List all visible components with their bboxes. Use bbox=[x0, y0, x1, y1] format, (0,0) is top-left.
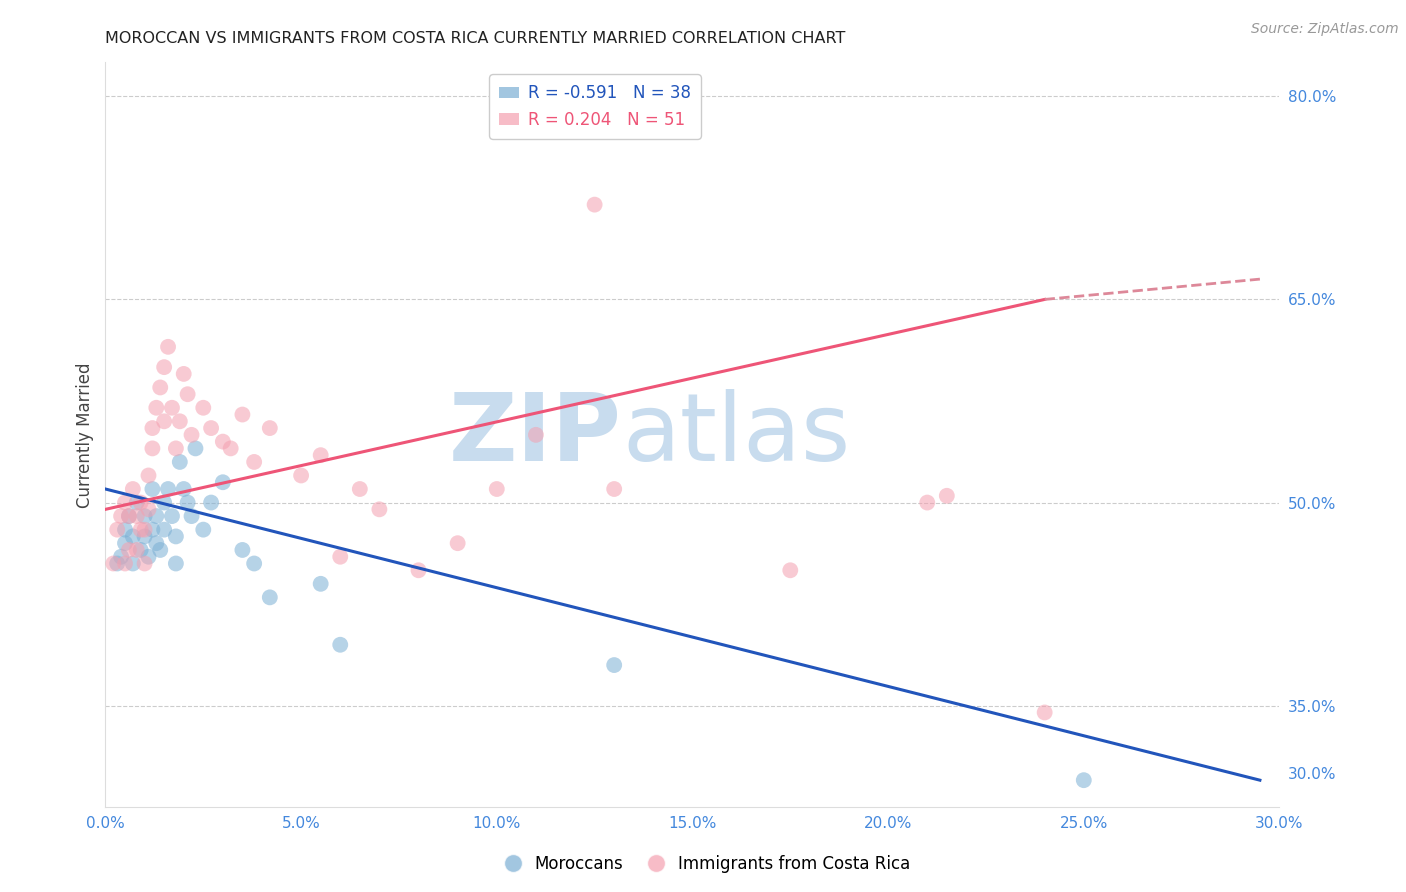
Point bbox=[114, 536, 136, 550]
Point bbox=[141, 482, 163, 496]
Text: atlas: atlas bbox=[621, 389, 851, 481]
Point bbox=[329, 549, 352, 564]
Point bbox=[149, 380, 172, 394]
Point bbox=[200, 495, 222, 509]
Point bbox=[779, 563, 801, 577]
Point bbox=[134, 529, 156, 543]
Point bbox=[176, 495, 198, 509]
Point bbox=[157, 340, 180, 354]
Point bbox=[114, 523, 136, 537]
Legend: Moroccans, Immigrants from Costa Rica: Moroccans, Immigrants from Costa Rica bbox=[489, 848, 917, 880]
Point bbox=[138, 468, 160, 483]
Point bbox=[141, 421, 163, 435]
Point bbox=[118, 509, 141, 524]
Point bbox=[211, 475, 233, 490]
Point bbox=[121, 557, 143, 571]
Point bbox=[935, 489, 957, 503]
Point bbox=[349, 482, 371, 496]
Point bbox=[165, 557, 187, 571]
Point bbox=[157, 482, 180, 496]
Point bbox=[180, 427, 202, 442]
Point bbox=[259, 421, 281, 435]
Point bbox=[309, 577, 332, 591]
Point bbox=[134, 509, 156, 524]
Point bbox=[153, 360, 176, 375]
Point bbox=[153, 495, 176, 509]
Point bbox=[141, 442, 163, 456]
Text: ZIP: ZIP bbox=[449, 389, 621, 481]
Point bbox=[176, 387, 198, 401]
Point bbox=[169, 455, 191, 469]
Point bbox=[134, 557, 156, 571]
Point bbox=[200, 421, 222, 435]
Point bbox=[193, 523, 215, 537]
Point bbox=[290, 468, 312, 483]
Point bbox=[129, 543, 152, 558]
Point bbox=[915, 495, 938, 509]
Point bbox=[1033, 706, 1056, 720]
Point bbox=[118, 509, 141, 524]
Point bbox=[1073, 773, 1095, 788]
Point bbox=[153, 523, 176, 537]
Point bbox=[149, 543, 172, 558]
Point bbox=[114, 557, 136, 571]
Point bbox=[165, 529, 187, 543]
Point bbox=[125, 495, 148, 509]
Point bbox=[524, 427, 547, 442]
Point bbox=[180, 509, 202, 524]
Point bbox=[125, 509, 148, 524]
Point bbox=[110, 549, 132, 564]
Text: Source: ZipAtlas.com: Source: ZipAtlas.com bbox=[1251, 22, 1399, 37]
Point bbox=[160, 509, 183, 524]
Point bbox=[103, 557, 125, 571]
Point bbox=[165, 442, 187, 456]
Point bbox=[105, 523, 128, 537]
Point bbox=[125, 543, 148, 558]
Point bbox=[105, 557, 128, 571]
Point bbox=[243, 557, 266, 571]
Point bbox=[114, 495, 136, 509]
Point bbox=[408, 563, 430, 577]
Point bbox=[583, 197, 606, 211]
Text: MOROCCAN VS IMMIGRANTS FROM COSTA RICA CURRENTLY MARRIED CORRELATION CHART: MOROCCAN VS IMMIGRANTS FROM COSTA RICA C… bbox=[105, 31, 846, 46]
Point bbox=[173, 482, 195, 496]
Point bbox=[309, 448, 332, 462]
Point bbox=[368, 502, 391, 516]
Point bbox=[145, 509, 167, 524]
Point bbox=[446, 536, 468, 550]
Y-axis label: Currently Married: Currently Married bbox=[76, 362, 94, 508]
Point bbox=[329, 638, 352, 652]
Point bbox=[141, 523, 163, 537]
Point bbox=[138, 502, 160, 516]
Point bbox=[173, 367, 195, 381]
Point bbox=[153, 414, 176, 428]
Point bbox=[129, 523, 152, 537]
Point bbox=[485, 482, 508, 496]
Point bbox=[121, 529, 143, 543]
Point bbox=[211, 434, 233, 449]
Point bbox=[603, 658, 626, 673]
Point bbox=[603, 482, 626, 496]
Point bbox=[138, 549, 160, 564]
Point bbox=[145, 536, 167, 550]
Point bbox=[134, 523, 156, 537]
Point bbox=[193, 401, 215, 415]
Point bbox=[160, 401, 183, 415]
Point bbox=[129, 495, 152, 509]
Point bbox=[259, 591, 281, 605]
Point bbox=[110, 509, 132, 524]
Point bbox=[121, 482, 143, 496]
Point bbox=[219, 442, 242, 456]
Point bbox=[145, 401, 167, 415]
Point bbox=[169, 414, 191, 428]
Point bbox=[118, 543, 141, 558]
Point bbox=[243, 455, 266, 469]
Legend: R = -0.591   N = 38, R = 0.204   N = 51: R = -0.591 N = 38, R = 0.204 N = 51 bbox=[489, 75, 700, 139]
Point bbox=[184, 442, 207, 456]
Point bbox=[231, 543, 253, 558]
Point bbox=[231, 408, 253, 422]
